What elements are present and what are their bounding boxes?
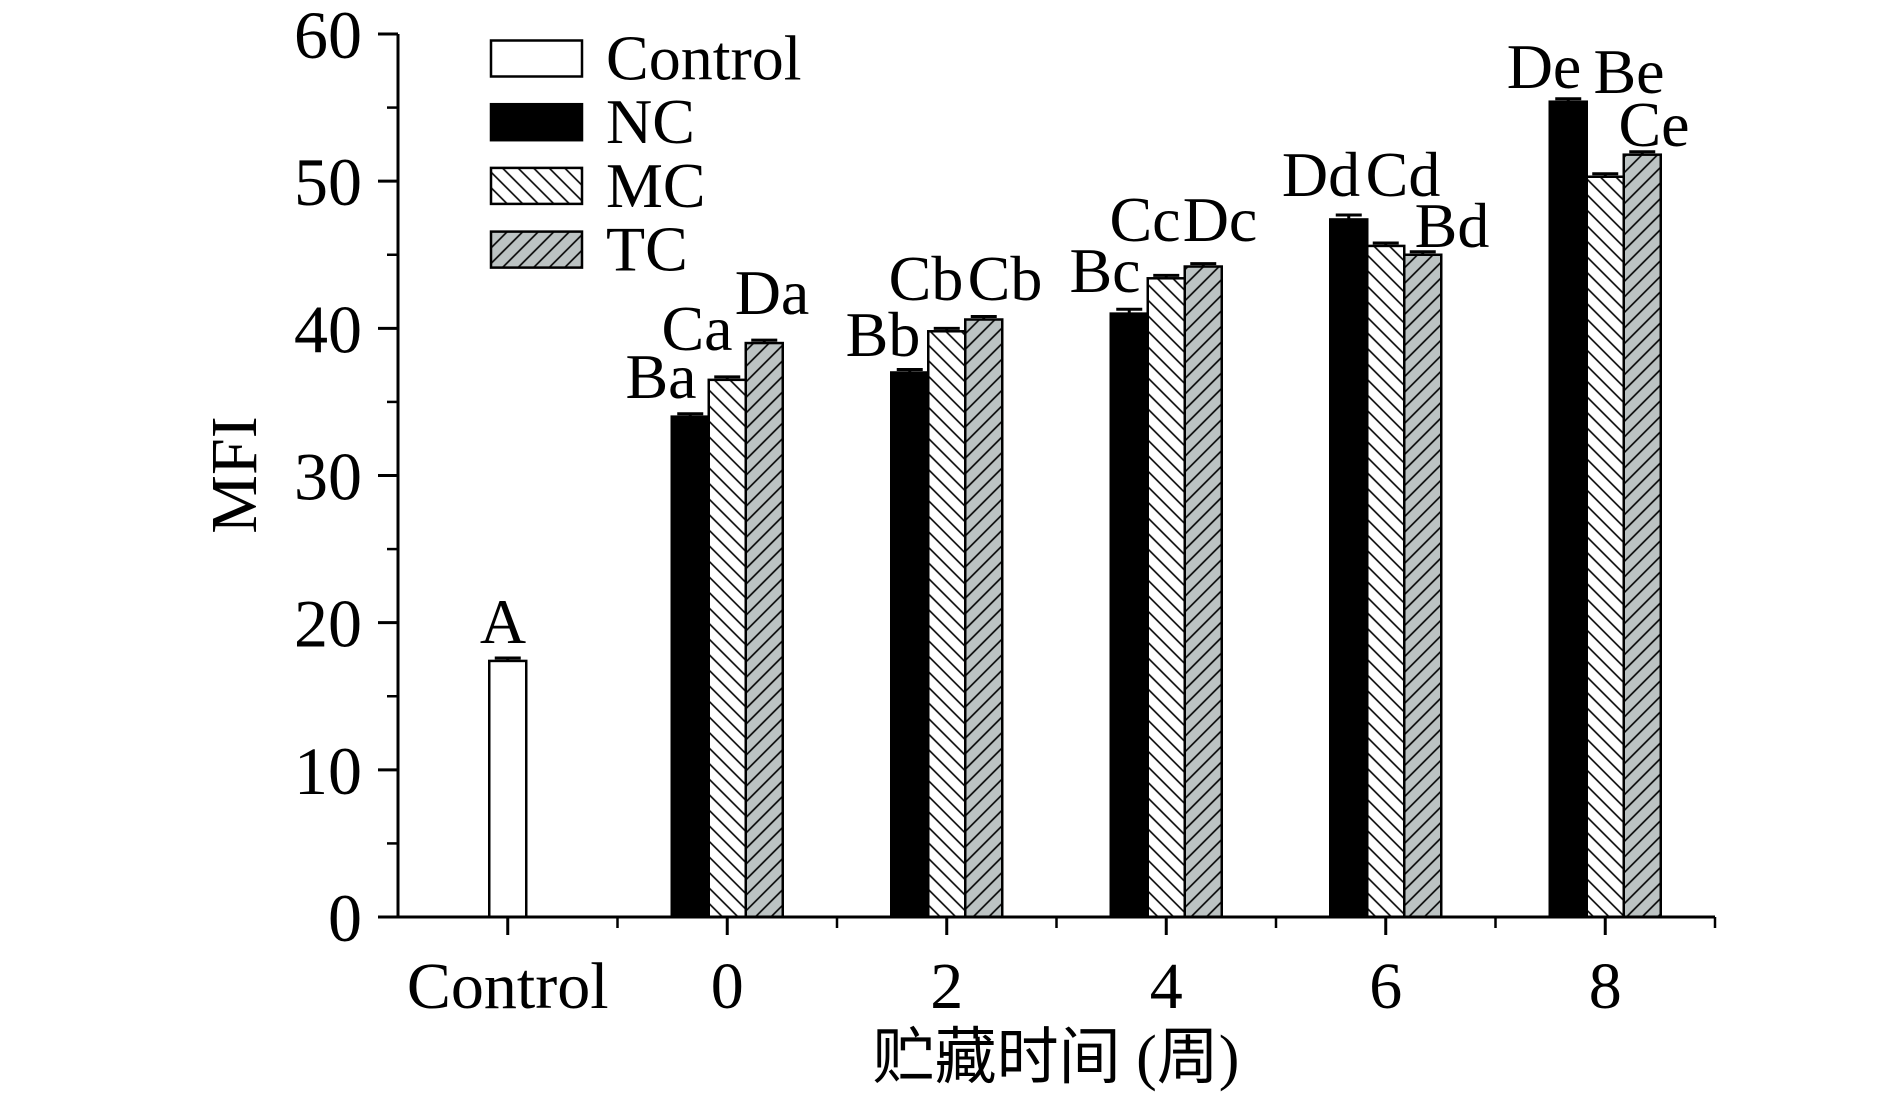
bar-tc-6 (1403, 253, 1443, 919)
bar-nc-2 (890, 371, 930, 919)
x-tick-label: 0 (711, 950, 744, 1023)
y-tick-label: 10 (294, 733, 362, 809)
y-tick-label: 20 (294, 586, 362, 662)
legend-label-tc: TC (606, 214, 688, 285)
bar-label-nc-2: Bb (846, 299, 921, 370)
legend-item-control: Control (489, 23, 802, 94)
bar-mc-4 (1146, 277, 1186, 919)
axes: 0 10 20 30 40 50 60 Control 0 2 4 6 8 (294, 0, 1717, 1023)
y-tick-label: 40 (294, 291, 362, 367)
legend-item-mc: MC (489, 150, 706, 221)
bar-tc-2 (964, 318, 1004, 919)
bar-nc-4 (1109, 312, 1149, 919)
bar-mc-2 (927, 330, 967, 919)
bar-label-nc-6: Dd (1282, 139, 1360, 210)
x-axis-title: 贮藏时间 (周) (873, 1024, 1240, 1092)
legend-label-control: Control (606, 23, 802, 94)
y-tick-label: 50 (294, 144, 362, 220)
bar-mc-0 (707, 378, 747, 919)
bar-label-mc-2: Cb (889, 243, 964, 314)
bar-label-nc-4: Bc (1069, 235, 1140, 306)
bar-label-mc-8: Be (1593, 36, 1664, 107)
bar-label-nc-8: De (1507, 31, 1582, 102)
y-tick-label: 0 (328, 880, 362, 956)
bar-tc-4 (1183, 265, 1223, 919)
y-tick-label: 30 (294, 439, 362, 515)
bar-nc-8 (1548, 100, 1588, 919)
y-axis-title: MFI (198, 416, 271, 533)
y-tick-label: 60 (294, 0, 362, 73)
bar-mc-6 (1366, 244, 1406, 919)
bar-mc-8 (1585, 175, 1625, 919)
bar-label-mc-0: Ca (661, 293, 732, 364)
bar-tc-8 (1622, 153, 1662, 919)
bar-label-tc-4: Dc (1183, 184, 1258, 255)
legend-item-nc: NC (489, 86, 695, 157)
bar-label-tc-8: Ce (1618, 89, 1689, 160)
bar-nc-0 (670, 415, 710, 919)
legend-swatch-tc (489, 230, 584, 269)
bar-label-nc-0: Ba (625, 341, 696, 412)
bar-label-mc-6: Cd (1366, 139, 1441, 210)
bar-control-control (488, 659, 528, 919)
x-tick-label: 8 (1589, 950, 1622, 1023)
legend-swatch-control (489, 39, 584, 78)
bar-label-tc-0: Da (735, 257, 810, 328)
bar-label-tc-2: Cb (968, 243, 1043, 314)
bar-nc-6 (1329, 218, 1369, 919)
legend-label-mc: MC (606, 150, 706, 221)
x-tick-label: 6 (1369, 950, 1402, 1023)
x-tick-label: 2 (930, 950, 963, 1023)
bar-label-tc-6: Bd (1415, 190, 1490, 261)
x-tick-label: Control (407, 950, 609, 1023)
legend-label-nc: NC (606, 86, 695, 157)
x-tick-label: 4 (1150, 950, 1183, 1023)
bar-label-control-control: A (480, 586, 526, 657)
bar-tc-0 (744, 341, 784, 919)
legend-item-tc: TC (489, 214, 688, 285)
bar-group (488, 97, 1662, 919)
bar-label-mc-4: Cc (1109, 184, 1180, 255)
legend-swatch-nc (489, 102, 584, 142)
legend-swatch-mc (489, 166, 584, 206)
